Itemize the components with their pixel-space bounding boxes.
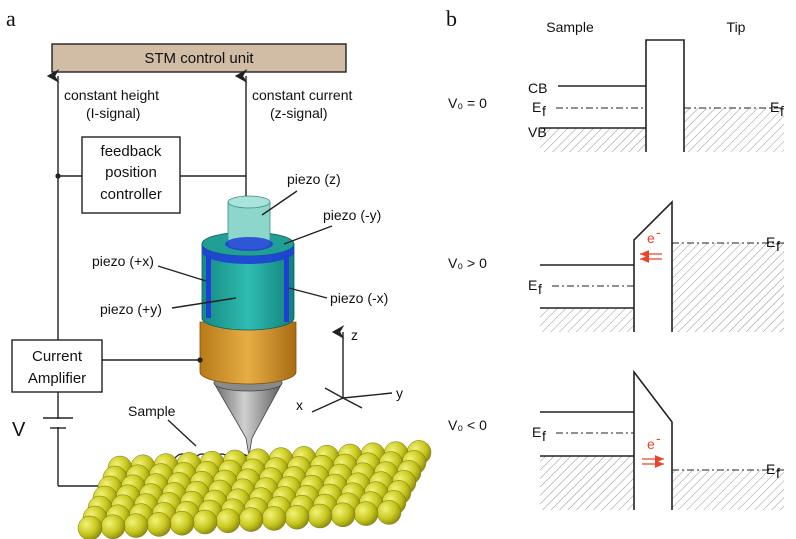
ef-subscript-tip: f	[776, 465, 780, 481]
vb-label: VB	[528, 124, 547, 140]
axis-z-label: z	[351, 327, 358, 343]
tunnel-barrier	[633, 200, 673, 332]
piezo-neg-x-leader	[288, 287, 328, 299]
ef-label-tip: E	[766, 234, 775, 250]
electron-superscript: -	[656, 224, 661, 240]
feedback-controller-box	[81, 136, 181, 214]
sample-atom	[215, 508, 241, 534]
sample-valence-hatch	[540, 308, 634, 332]
sample-atom	[330, 502, 356, 528]
current-amplifier-box	[11, 339, 103, 393]
ef-label: E	[532, 424, 541, 440]
piezo-pos-y-leader	[171, 297, 237, 309]
sample-atom	[261, 506, 287, 531]
ef-label-tip: E	[770, 99, 779, 115]
constant-current-label: constant current	[252, 87, 352, 103]
axis-x-label: x	[296, 397, 303, 413]
sample-atom	[284, 504, 310, 530]
sample-header: Sample	[546, 19, 594, 35]
piezo-neg-y-leader	[283, 225, 333, 245]
axis-x	[311, 397, 344, 413]
piezo-ring	[202, 244, 294, 264]
sample-valence-hatch	[540, 128, 646, 152]
axis-y-neg	[342, 397, 363, 409]
amplifier-cylinder	[199, 321, 297, 385]
sample-valence-hatch	[540, 456, 634, 510]
control-unit-box	[51, 43, 347, 73]
voltage-label: V	[12, 419, 26, 441]
condition-label: V₀ < 0	[448, 417, 487, 433]
condition-label: V₀ = 0	[448, 95, 487, 111]
sample-atom	[77, 515, 103, 539]
junction-dot	[55, 173, 61, 179]
electron-label: e	[647, 436, 655, 452]
piezo-z-leader	[261, 190, 298, 216]
sample-atom	[123, 513, 149, 538]
tip-fermi-hatch	[672, 243, 784, 332]
piezo-pos-y-label: piezo (+y)	[100, 301, 162, 317]
battery-gap	[55, 419, 61, 427]
ef-subscript-tip: f	[780, 103, 784, 119]
energy-diagram-v0-zero: V₀ = 0 CB VB E f E f	[448, 39, 784, 152]
sample-atom	[146, 512, 172, 537]
piezo-z-top	[227, 195, 271, 209]
piezo-divider	[206, 256, 211, 318]
energy-diagram-v0-negative: V₀ < 0 e - E f E f	[448, 369, 784, 510]
piezo-z-label: piezo (z)	[287, 171, 341, 187]
sample-atom	[238, 507, 264, 532]
panel-label-a: a	[6, 6, 16, 31]
ef-label: E	[528, 277, 537, 293]
feedback-label-3: controller	[100, 186, 162, 203]
axis-y	[342, 392, 393, 399]
tip-fermi-hatch	[672, 470, 784, 510]
tip-fermi-hatch	[684, 108, 784, 152]
feedback-label-1: feedback	[101, 143, 162, 160]
ef-subscript-tip: f	[776, 238, 780, 254]
sample-atom	[307, 503, 333, 529]
piezo-body	[201, 243, 295, 331]
tunnel-barrier	[645, 39, 685, 152]
axis-x-neg	[324, 387, 344, 399]
sample-atom-lattice	[77, 440, 432, 539]
sample-atom	[192, 509, 218, 535]
energy-diagram-v0-positive: V₀ > 0 e - E f E f	[448, 200, 784, 332]
tip-header: Tip	[727, 19, 746, 35]
current-amplifier-label-2: Amplifier	[28, 370, 86, 387]
tunnel-barrier	[633, 369, 673, 510]
sample-atom	[376, 500, 402, 525]
ef-label-tip: E	[766, 461, 775, 477]
sample-atom	[353, 501, 379, 526]
piezo-neg-x-label: piezo (-x)	[330, 290, 388, 306]
i-signal-label: (I-signal)	[86, 105, 140, 121]
axis-y-label: y	[396, 385, 403, 401]
constant-height-label: constant height	[64, 87, 159, 103]
cb-label: CB	[528, 80, 547, 96]
piezo-inner-ring	[225, 237, 273, 251]
piezo-pos-x-leader	[157, 265, 207, 282]
sample-atom	[169, 510, 195, 536]
sample-label: Sample	[128, 403, 176, 419]
piezo-divider	[284, 254, 289, 322]
feedback-label-2: position	[105, 164, 157, 181]
condition-label: V₀ > 0	[448, 255, 487, 271]
ef-subscript: f	[542, 103, 546, 119]
sample-atom	[100, 514, 126, 539]
piezo-neg-y-label: piezo (-y)	[323, 207, 381, 223]
ef-subscript: f	[542, 428, 546, 444]
electron-superscript: -	[656, 430, 661, 446]
sample-leader	[167, 419, 197, 447]
z-signal-label: (z-signal)	[270, 105, 328, 121]
piezo-pos-x-label: piezo (+x)	[92, 253, 154, 269]
ef-label: E	[532, 99, 541, 115]
electron-label: e	[647, 230, 655, 246]
stm-tip	[213, 382, 283, 457]
panel-label-b: b	[446, 6, 457, 31]
ef-subscript: f	[538, 281, 542, 297]
current-amplifier-label-1: Current	[32, 348, 83, 365]
control-unit-label: STM control unit	[144, 50, 254, 67]
